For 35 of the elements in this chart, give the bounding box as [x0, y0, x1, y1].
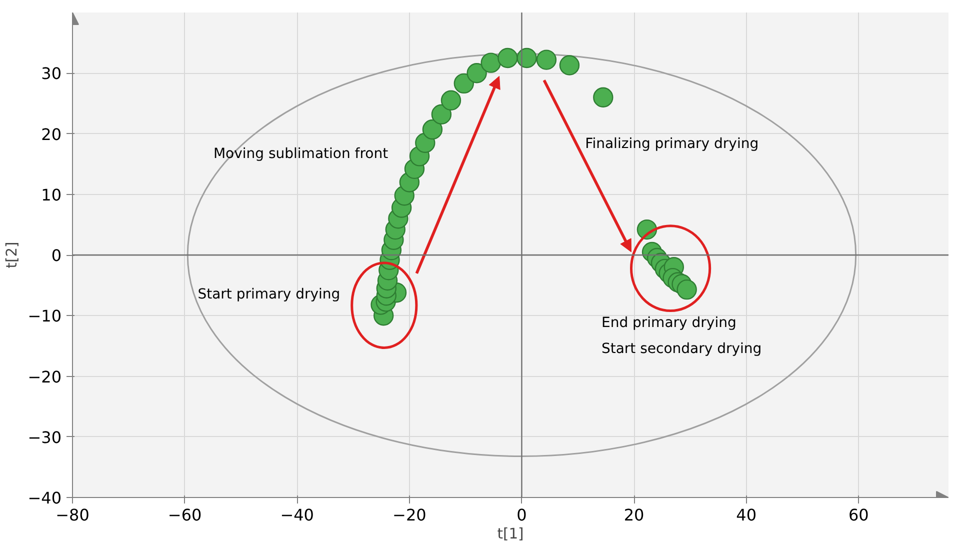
x-tick-label: 20	[624, 506, 644, 524]
point	[559, 55, 580, 76]
y-tick-label: −30	[28, 428, 62, 447]
annotation: Moving sublimation front	[213, 146, 389, 162]
point	[516, 48, 537, 68]
point	[536, 50, 557, 70]
x-tick-label: 60	[848, 506, 869, 524]
annotation: Start secondary drying	[601, 340, 762, 357]
y-axis-title: t[2]	[4, 242, 21, 268]
y-tick-label: 0	[51, 246, 62, 265]
x-tick-label: −80	[56, 506, 90, 524]
x-axis-title: t[1]	[497, 526, 524, 542]
x-tick-label: 40	[736, 506, 757, 524]
x-tick-label: −60	[168, 506, 202, 524]
y-tick-label: −10	[28, 306, 62, 326]
y-tick-label: 30	[41, 64, 62, 84]
y-tick-label: 10	[41, 185, 62, 204]
point	[440, 90, 462, 110]
point	[422, 119, 443, 140]
x-tick-label: −40	[280, 506, 314, 524]
annotation: End primary drying	[601, 314, 736, 331]
y-tick-label: 20	[41, 124, 62, 144]
point	[454, 73, 474, 94]
point	[431, 104, 452, 124]
y-tick-label: −20	[28, 367, 62, 386]
x-tick-label: 0	[516, 506, 527, 524]
annotation: Start primary drying	[198, 286, 340, 302]
annotation: Finalizing primary drying	[585, 136, 759, 152]
point	[593, 87, 614, 108]
point	[466, 63, 487, 84]
point	[498, 48, 518, 68]
x-tick-label: −20	[392, 506, 426, 524]
point	[480, 52, 501, 73]
point	[676, 279, 697, 300]
y-tick-label: −40	[28, 488, 62, 508]
